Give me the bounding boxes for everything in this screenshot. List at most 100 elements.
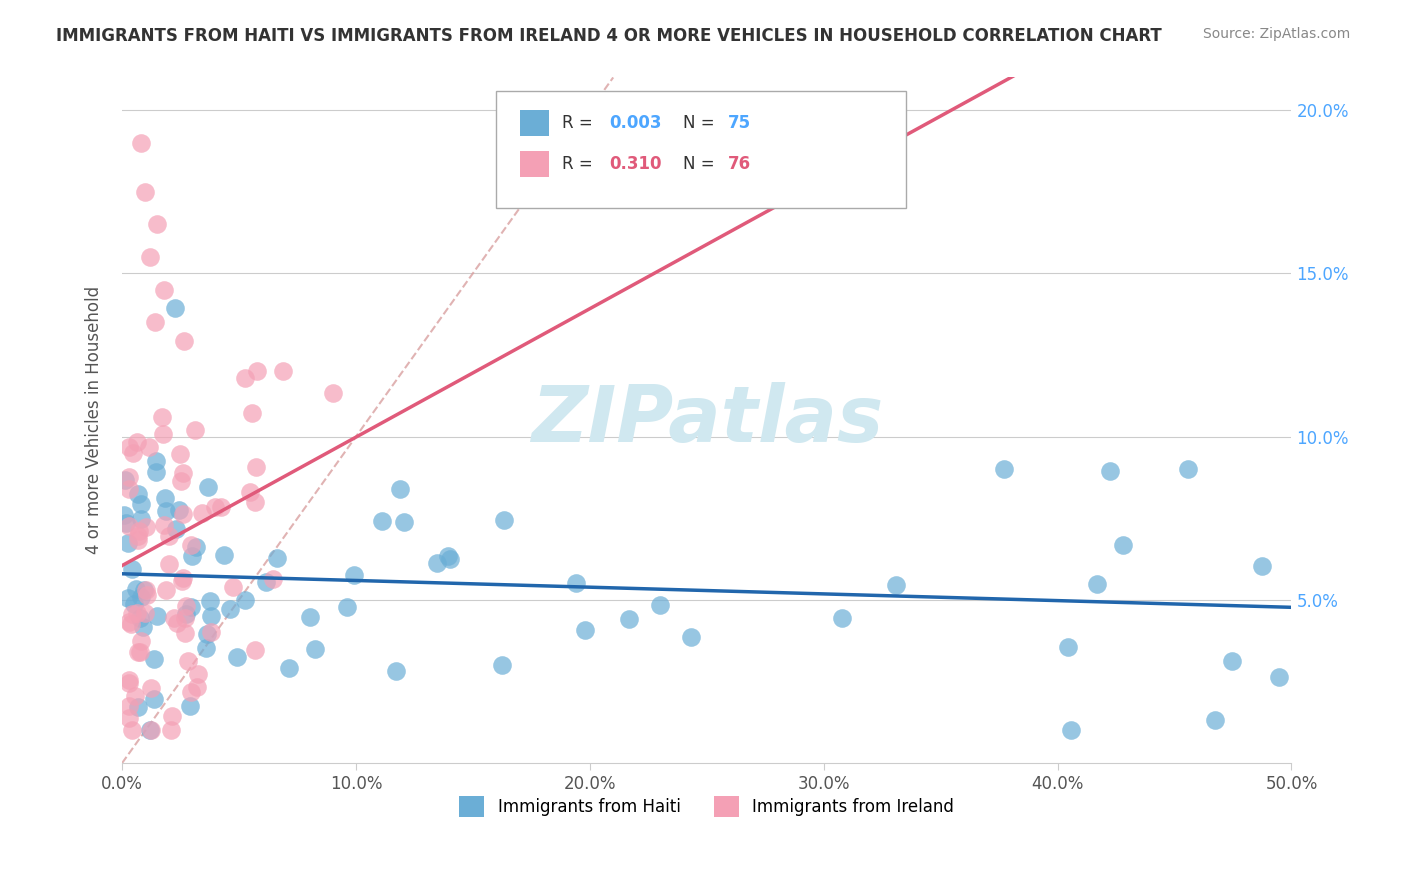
Point (304, 642, 326, 657)
Point (1099, 464, 1122, 478)
Point (1085, 577, 1108, 591)
Point (139, 681, 162, 695)
Point (219, 602, 242, 616)
Point (1204, 713, 1226, 727)
Text: 0.003: 0.003 (610, 113, 662, 132)
Legend: Immigrants from Haiti, Immigrants from Ireland: Immigrants from Haiti, Immigrants from I… (453, 789, 960, 823)
Point (389, 482, 412, 496)
Point (174, 599, 197, 613)
Point (200, 624, 222, 639)
Point (180, 685, 202, 699)
Point (245, 460, 267, 475)
Point (132, 620, 155, 634)
Point (118, 675, 141, 690)
Text: ZIPatlas: ZIPatlas (530, 383, 883, 458)
Point (204, 500, 226, 514)
Point (124, 689, 146, 703)
Point (127, 487, 149, 501)
FancyBboxPatch shape (496, 91, 905, 208)
Point (191, 506, 214, 520)
Point (273, 364, 295, 378)
Point (112, 508, 135, 523)
Point (134, 582, 156, 597)
Point (240, 406, 263, 420)
Point (278, 661, 301, 675)
Point (157, 558, 180, 572)
Text: IMMIGRANTS FROM HAITI VS IMMIGRANTS FROM IRELAND 4 OR MORE VEHICLES IN HOUSEHOLD: IMMIGRANTS FROM HAITI VS IMMIGRANTS FROM… (56, 27, 1161, 45)
Point (198, 594, 221, 608)
Point (118, 673, 141, 688)
Point (117, 535, 139, 549)
Point (125, 434, 148, 449)
Point (180, 538, 202, 552)
Point (1059, 723, 1081, 738)
Y-axis label: 4 or more Vehicles in Household: 4 or more Vehicles in Household (86, 286, 103, 554)
Point (299, 610, 322, 624)
Point (200, 609, 222, 624)
Point (163, 611, 186, 625)
Text: 76: 76 (728, 155, 751, 173)
Point (172, 571, 194, 585)
Point (162, 709, 184, 723)
Point (145, 465, 167, 479)
Point (117, 591, 139, 605)
Point (128, 611, 150, 625)
Point (342, 568, 364, 582)
Point (166, 615, 188, 630)
Point (143, 315, 166, 329)
Point (262, 572, 284, 586)
Point (120, 616, 142, 631)
Text: N =: N = (683, 113, 716, 132)
Point (426, 556, 449, 570)
Point (165, 522, 187, 536)
Point (129, 497, 152, 511)
Point (152, 427, 174, 442)
Point (243, 495, 266, 509)
Point (157, 529, 180, 543)
Point (134, 606, 156, 620)
Point (169, 447, 191, 461)
Point (128, 524, 150, 538)
Point (135, 520, 157, 534)
Point (131, 634, 153, 648)
Point (174, 607, 197, 621)
Text: 0.310: 0.310 (610, 155, 662, 173)
Point (243, 643, 266, 657)
Point (385, 664, 408, 678)
Point (831, 611, 853, 625)
Point (129, 590, 152, 604)
Bar (520, 110, 548, 136)
Point (172, 508, 194, 522)
Point (146, 218, 169, 232)
Point (1250, 559, 1272, 574)
Point (153, 491, 176, 506)
Point (155, 503, 177, 517)
Point (197, 627, 219, 641)
Point (139, 250, 162, 264)
Point (184, 423, 207, 437)
Text: Source: ZipAtlas.com: Source: ZipAtlas.com (1202, 27, 1350, 41)
Point (118, 698, 141, 713)
Point (491, 657, 513, 672)
Point (153, 518, 176, 533)
Point (221, 580, 243, 594)
Point (1267, 670, 1289, 684)
Point (233, 593, 256, 607)
Point (233, 371, 256, 385)
Point (180, 549, 202, 563)
Point (127, 533, 149, 547)
Point (118, 470, 141, 484)
Point (212, 549, 235, 563)
Point (173, 610, 195, 624)
Point (195, 640, 218, 655)
Point (135, 583, 157, 598)
Text: R =: R = (562, 155, 598, 173)
Point (494, 513, 516, 527)
Point (118, 518, 141, 533)
Point (574, 624, 596, 638)
Point (122, 598, 145, 612)
Point (153, 283, 176, 297)
Point (186, 680, 208, 694)
Point (184, 540, 207, 554)
Point (1112, 537, 1135, 551)
